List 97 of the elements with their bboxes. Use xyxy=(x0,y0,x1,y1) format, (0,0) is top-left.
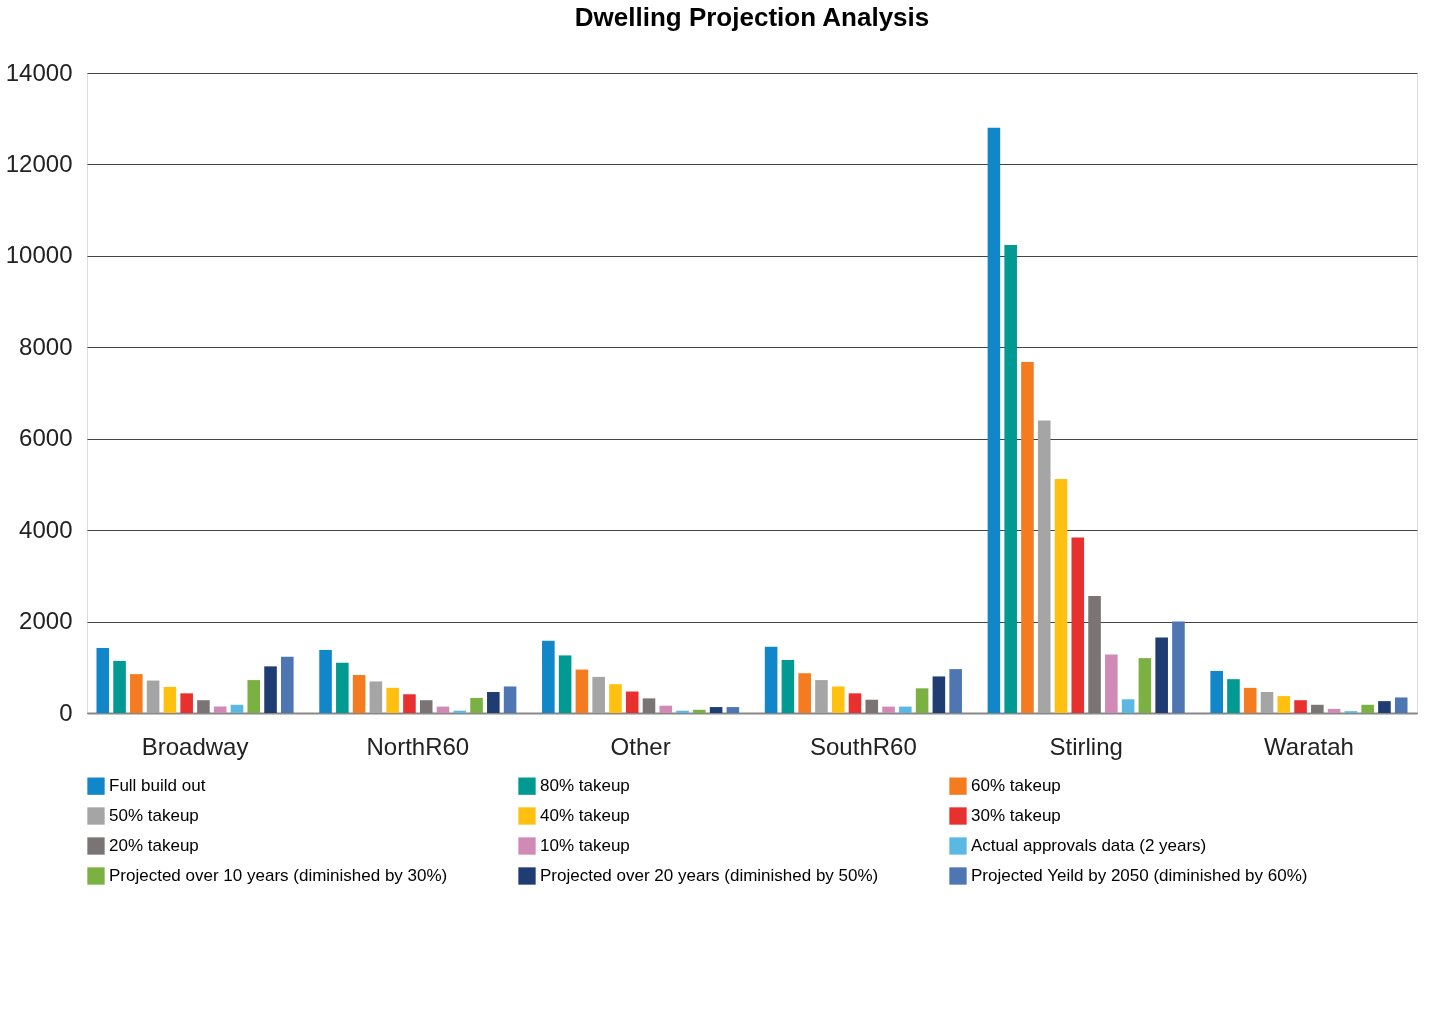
bar xyxy=(1378,701,1391,713)
bar xyxy=(419,700,433,713)
bar xyxy=(197,700,210,713)
bar xyxy=(146,680,160,713)
bar xyxy=(899,706,912,713)
bar xyxy=(113,660,126,713)
bar xyxy=(848,693,862,713)
legend-label: Actual approvals data (2 years) xyxy=(971,836,1207,855)
y-tick-label: 0 xyxy=(59,698,73,726)
bar xyxy=(130,674,143,713)
bar xyxy=(1037,420,1051,713)
bar xyxy=(453,710,467,713)
bar xyxy=(180,693,193,713)
legend-label: 50% takeup xyxy=(109,806,199,825)
bar xyxy=(625,691,639,713)
bar xyxy=(642,698,656,713)
bar xyxy=(163,686,177,713)
bar xyxy=(558,655,572,713)
y-tick-label: 12000 xyxy=(5,149,73,177)
bar xyxy=(949,669,962,713)
bar xyxy=(987,127,1001,713)
bar xyxy=(1277,696,1291,713)
bar xyxy=(781,659,795,713)
bar xyxy=(764,646,778,713)
bar xyxy=(609,684,622,713)
bar xyxy=(915,688,929,713)
bar xyxy=(352,675,366,713)
bar xyxy=(1243,687,1257,713)
bar xyxy=(403,694,416,713)
bar xyxy=(1121,699,1135,713)
legend-label: Projected Yeild by 2050 (diminished by 60%) xyxy=(971,866,1308,885)
bar xyxy=(726,707,740,713)
bar xyxy=(1105,654,1118,713)
bar xyxy=(932,676,946,713)
bar xyxy=(1021,361,1034,713)
bar xyxy=(1327,708,1341,713)
bar xyxy=(831,686,845,713)
legend-label: Full build out xyxy=(109,776,206,796)
bar xyxy=(1394,697,1408,713)
bar xyxy=(503,686,517,713)
bar xyxy=(1138,658,1152,713)
bar xyxy=(1155,637,1168,713)
x-tick-label: Stirling xyxy=(1049,732,1123,760)
bar xyxy=(230,704,244,713)
bar xyxy=(1054,478,1068,713)
bar xyxy=(1260,691,1274,713)
bar xyxy=(1071,537,1085,713)
x-tick-label: Broadway xyxy=(141,732,249,760)
bar xyxy=(1088,595,1101,713)
bar xyxy=(1004,244,1017,713)
bar xyxy=(470,697,483,713)
bar xyxy=(592,676,605,713)
bar xyxy=(865,699,879,713)
bar xyxy=(487,691,500,713)
bar xyxy=(1172,621,1185,713)
bar xyxy=(659,705,673,713)
x-tick-label: SouthR60 xyxy=(810,732,917,760)
y-tick-label: 14000 xyxy=(5,58,73,86)
legend-label: 40% takeup xyxy=(540,806,630,825)
bar xyxy=(575,669,589,713)
chart-title: Dwelling Projection Analysis xyxy=(574,2,930,32)
bar xyxy=(1294,700,1307,713)
x-tick-label: Other xyxy=(610,732,671,760)
legend-label: Projected over 10 years (diminished by 30%) xyxy=(109,866,448,885)
bar xyxy=(1311,704,1324,713)
bar xyxy=(336,662,349,713)
bar xyxy=(882,706,895,713)
x-tick-label: NorthR60 xyxy=(366,732,470,760)
bar xyxy=(96,648,110,713)
y-tick-label: 8000 xyxy=(19,332,73,360)
legend-label: 20% takeup xyxy=(109,836,199,855)
bar xyxy=(815,680,828,713)
bar xyxy=(213,706,227,713)
bar xyxy=(693,709,706,713)
legend-label: 60% takeup xyxy=(971,776,1061,796)
bar xyxy=(1227,679,1240,713)
bar xyxy=(264,666,277,713)
bar xyxy=(798,673,811,713)
bar xyxy=(1361,704,1374,713)
y-tick-label: 2000 xyxy=(19,607,73,635)
legend-label: 10% takeup xyxy=(540,836,630,855)
bar xyxy=(676,710,689,713)
bar xyxy=(709,707,723,713)
y-tick-label: 4000 xyxy=(19,515,73,543)
y-tick-label: 6000 xyxy=(19,424,73,452)
bar xyxy=(319,649,332,713)
bar xyxy=(281,656,294,713)
bar xyxy=(1210,670,1223,713)
bar xyxy=(386,687,399,713)
legend-label: 30% takeup xyxy=(971,806,1061,825)
bar xyxy=(247,680,261,713)
bar xyxy=(542,640,555,713)
legend-label: Projected over 20 years (diminished by 50%) xyxy=(540,866,879,885)
y-tick-label: 10000 xyxy=(5,241,73,269)
bar xyxy=(369,681,383,713)
legend-label: 80% takeup xyxy=(540,776,630,796)
x-tick-label: Waratah xyxy=(1264,732,1354,760)
